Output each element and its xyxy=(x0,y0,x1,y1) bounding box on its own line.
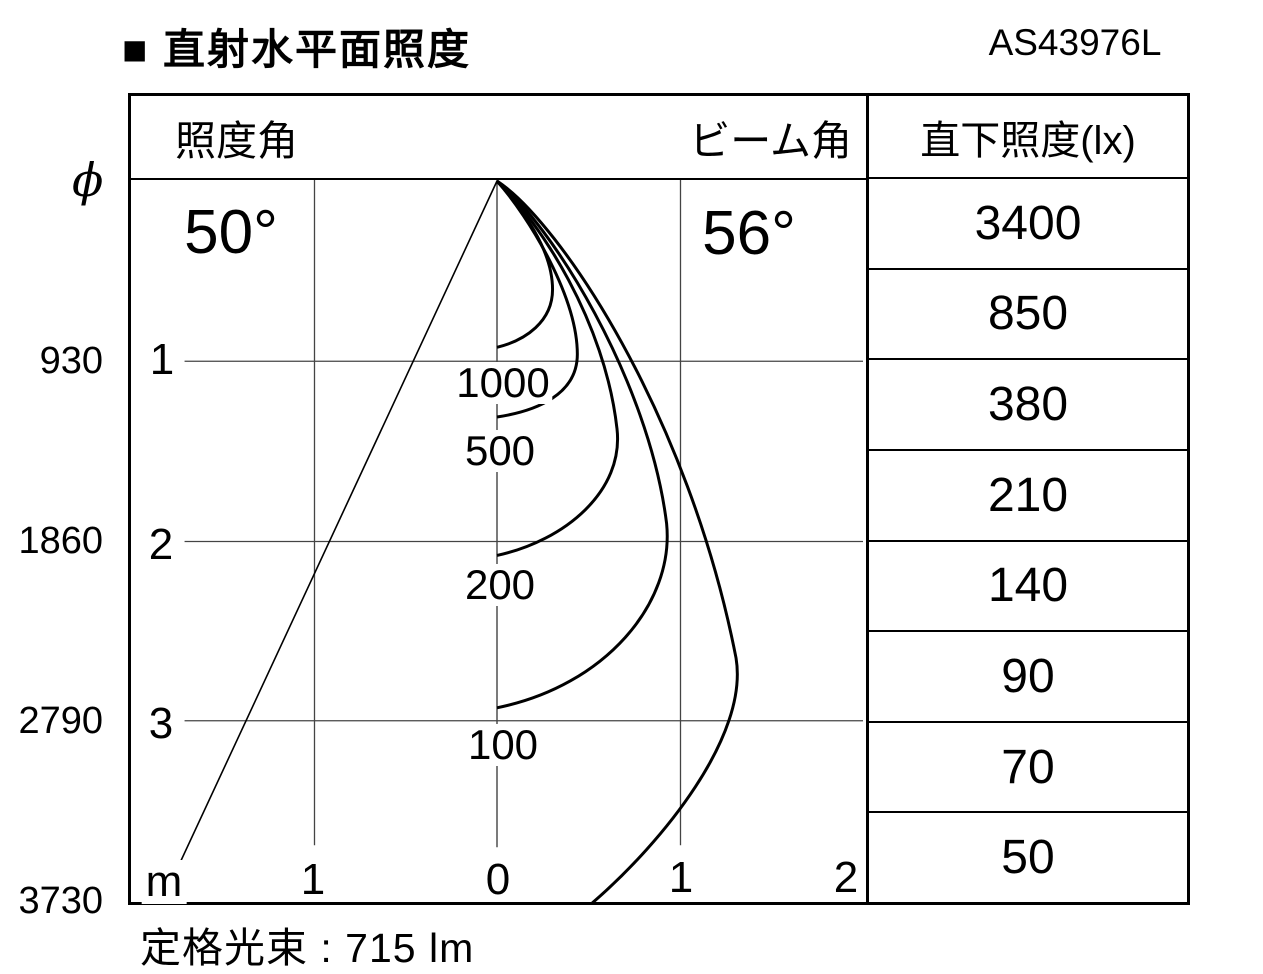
table-row: 210 xyxy=(869,451,1187,542)
table-row: 70 xyxy=(869,723,1187,814)
table-row: 90 xyxy=(869,632,1187,723)
distance-tick-1m: 1 xyxy=(145,338,179,382)
table-row: 140 xyxy=(869,542,1187,633)
isolux-curve-200 xyxy=(495,180,620,557)
phi-axis-symbol: ϕ xyxy=(72,153,104,207)
isolux-plot xyxy=(161,180,863,902)
x-axis-label-right-1: 1 xyxy=(664,856,698,900)
curve-label-1000: 1000 xyxy=(453,362,553,404)
table-row: 3400 xyxy=(869,179,1187,270)
illuminance-angle-header: 照度角 xyxy=(175,118,298,164)
table-row: 850 xyxy=(869,270,1187,361)
beam-angle-header: ビーム角 xyxy=(689,118,852,164)
isolux-curve-500 xyxy=(495,180,579,419)
distance-tick-3m: 3 xyxy=(144,702,178,746)
illuminance-angle-value: 50° xyxy=(184,198,278,267)
distance-tick-2m: 2 xyxy=(144,523,178,567)
x-axis-label-right-2: 2 xyxy=(829,856,863,900)
product-code: AS43976L xyxy=(988,22,1162,63)
curve-label-200: 200 xyxy=(461,564,539,606)
table-row: 380 xyxy=(869,360,1187,451)
isolux-curve-50 xyxy=(496,180,739,902)
direct-illuminance-table: 直下照度(lx) 3400 850 380 210 140 90 70 50 xyxy=(866,93,1190,905)
x-axis-label-0: 0 xyxy=(481,858,515,902)
chart-header-band: 照度角 ビーム角 xyxy=(131,96,866,180)
illuminance-angle-line xyxy=(161,180,498,902)
isolux-curve-100 xyxy=(496,180,669,710)
phi-value-4m: 3730 xyxy=(18,880,103,922)
phi-value-2m: 1860 xyxy=(18,520,103,562)
curve-label-100: 100 xyxy=(464,724,542,766)
x-axis-unit-label: m xyxy=(141,860,187,904)
isolux-chart: 照度角 ビーム角 50° 56° 1000 500 200 100 1 2 3 … xyxy=(128,93,866,905)
table-header: 直下照度(lx) xyxy=(869,96,1187,179)
phi-value-1m: 930 xyxy=(39,340,103,382)
curve-label-500: 500 xyxy=(461,430,539,472)
page-title: ■ 直射水平面照度 xyxy=(122,26,472,73)
beam-angle-value: 56° xyxy=(702,199,796,268)
phi-value-3m: 2790 xyxy=(18,700,103,742)
table-row: 50 xyxy=(1001,831,1055,885)
x-axis-label-left-1: 1 xyxy=(296,858,330,902)
rated-luminous-flux: 定格光束 : 715 lm xyxy=(140,925,475,971)
